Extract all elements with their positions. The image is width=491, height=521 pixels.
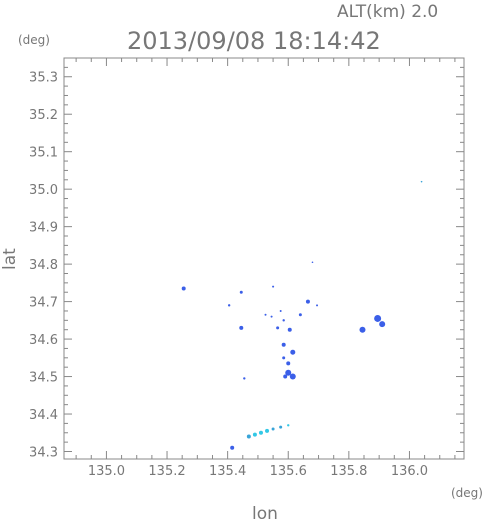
echo-point [243, 377, 246, 380]
x-tick-label: 135.2 [148, 464, 185, 479]
echo-points [181, 180, 423, 450]
echo-point [283, 374, 288, 379]
echo-point [359, 326, 366, 333]
echo-point [230, 445, 235, 450]
echo-point [287, 327, 292, 332]
echo-point [271, 427, 275, 431]
y-unit-label: (deg) [18, 33, 50, 47]
echo-point [316, 304, 319, 307]
echo-point [239, 325, 244, 330]
chart-title: 2013/09/08 18:14:42 [127, 27, 381, 55]
echo-point [285, 369, 292, 376]
x-unit-label: (deg) [451, 486, 483, 500]
echo-point [265, 428, 270, 433]
y-tick-label: 34.3 [29, 446, 58, 461]
y-tick-label: 34.9 [29, 221, 58, 236]
x-tick-label: 135.4 [209, 464, 246, 479]
y-tick-label: 34.5 [29, 371, 58, 386]
echo-point [252, 432, 257, 437]
x-tick-label: 136.0 [391, 464, 428, 479]
plot-frame [63, 57, 465, 460]
echo-point [281, 342, 286, 347]
x-tick-label: 135.0 [88, 464, 125, 479]
echo-point [379, 321, 386, 328]
echo-point [289, 373, 296, 380]
y-axis-label: lat [0, 248, 20, 270]
echo-point [270, 315, 273, 318]
x-tick-labels: 135.0 135.2 135.4 135.6 135.8 136.0 [88, 464, 428, 479]
echo-point [282, 356, 286, 360]
echo-point [239, 290, 243, 294]
echo-point [227, 304, 231, 307]
x-tick-label: 135.8 [330, 464, 367, 479]
y-tick-label: 34.7 [29, 296, 58, 311]
x-tick-label: 135.6 [270, 464, 307, 479]
echo-point [264, 313, 267, 316]
y-tick-label: 35.1 [29, 146, 58, 161]
x-axis-label: lon [252, 504, 278, 521]
y-tick-label: 34.8 [29, 258, 58, 273]
y-tick-labels: 34.3 34.4 34.5 34.6 34.7 34.8 34.9 35.0 35.1 35.2… [29, 71, 58, 461]
echo-point [290, 349, 296, 355]
axis-ticks [64, 57, 464, 459]
echo-point [298, 313, 302, 317]
y-tick-label: 34.4 [29, 408, 58, 423]
echo-point [276, 326, 280, 330]
echo-point [420, 180, 423, 183]
echo-point [311, 261, 314, 264]
echo-point [181, 286, 186, 291]
echo-point [279, 309, 282, 312]
y-tick-label: 34.6 [29, 333, 58, 348]
y-tick-label: 35.3 [29, 71, 58, 86]
echo-point [287, 424, 290, 427]
echo-point [246, 434, 251, 439]
y-tick-label: 35.0 [29, 183, 58, 198]
altitude-label: ALT(km) 2.0 [337, 2, 438, 22]
y-tick-label: 35.2 [29, 108, 58, 123]
echo-point [272, 285, 275, 288]
echo-point [305, 299, 310, 304]
echo-point [374, 314, 382, 322]
echo-point [279, 425, 283, 429]
echo-point [258, 430, 263, 435]
echo-point [286, 361, 291, 366]
echo-point [282, 319, 285, 322]
